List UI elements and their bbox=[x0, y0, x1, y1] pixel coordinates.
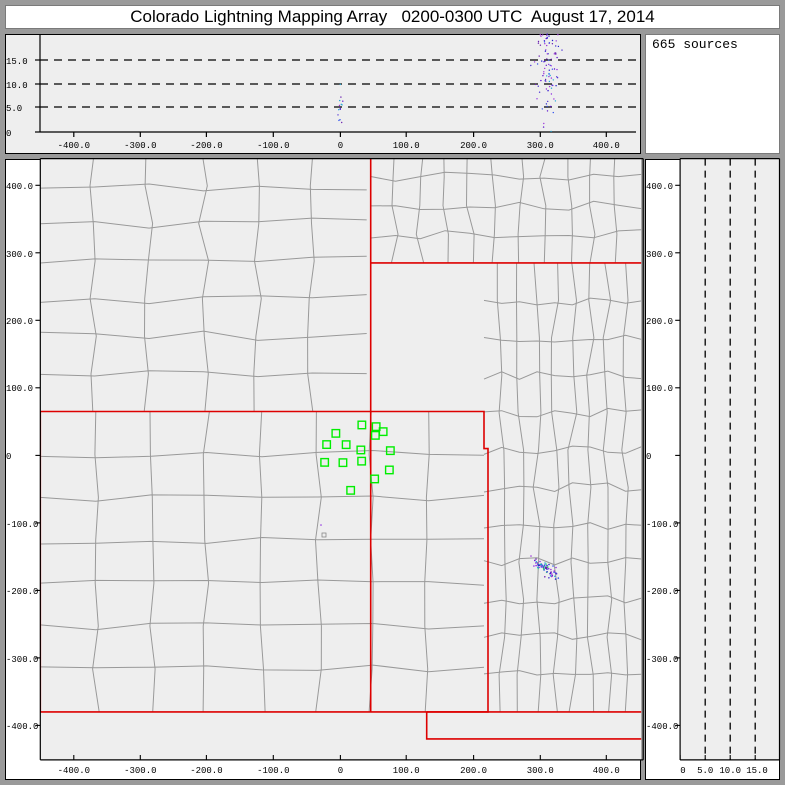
svg-text:100.0: 100.0 bbox=[646, 384, 673, 394]
svg-text:5.0: 5.0 bbox=[697, 766, 713, 776]
svg-text:15.0: 15.0 bbox=[746, 766, 768, 776]
svg-text:-200.0: -200.0 bbox=[646, 587, 678, 597]
svg-text:300.0: 300.0 bbox=[646, 250, 673, 260]
svg-text:-400.0: -400.0 bbox=[646, 722, 678, 732]
svg-text:0: 0 bbox=[646, 452, 651, 462]
svg-text:400.0: 400.0 bbox=[646, 182, 673, 192]
svg-text:0: 0 bbox=[680, 766, 685, 776]
svg-text:10.0: 10.0 bbox=[719, 766, 741, 776]
svg-text:200.0: 200.0 bbox=[646, 317, 673, 327]
svg-text:-100.0: -100.0 bbox=[646, 520, 678, 530]
svg-text:-300.0: -300.0 bbox=[646, 655, 678, 665]
